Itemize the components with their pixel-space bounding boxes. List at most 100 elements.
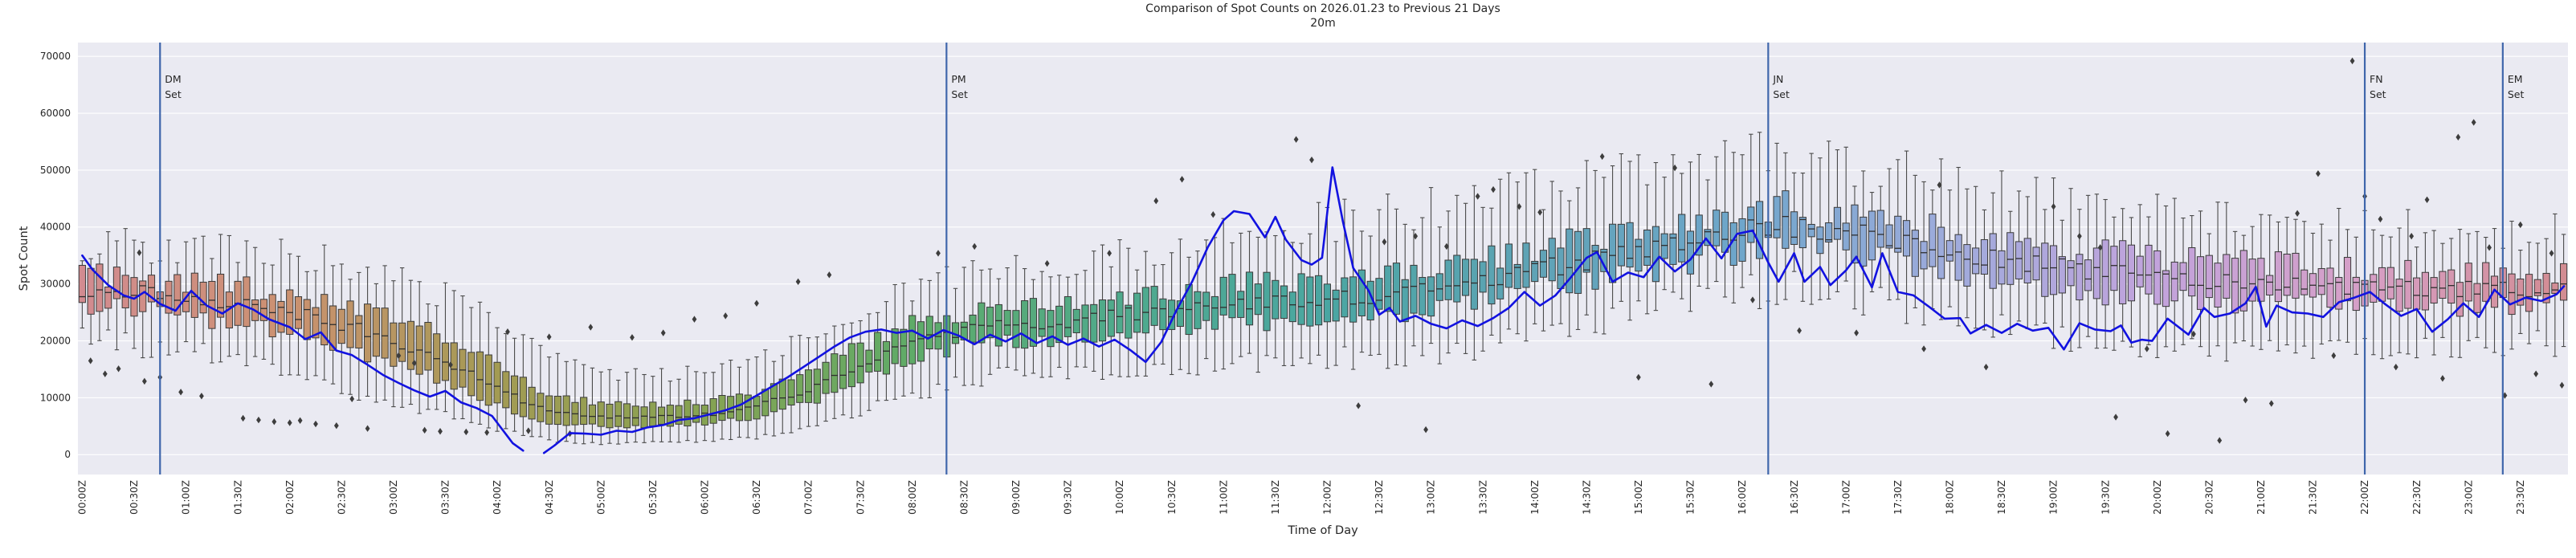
box <box>1427 276 1435 317</box>
box <box>2170 261 2178 302</box>
box <box>1860 216 1868 267</box>
box <box>1807 223 1815 238</box>
svg-text:00:30Z: 00:30Z <box>129 480 140 515</box>
box <box>882 340 891 375</box>
box <box>1254 283 1262 316</box>
box <box>87 267 95 315</box>
box <box>1341 277 1349 318</box>
svg-text:20:30Z: 20:30Z <box>2204 480 2215 515</box>
box <box>2370 274 2378 303</box>
svg-text:05:30Z: 05:30Z <box>647 480 659 515</box>
box <box>1063 295 1072 337</box>
set-line-label: JN <box>1772 73 1783 85</box>
box <box>259 299 268 321</box>
box <box>243 276 251 328</box>
svg-text:23:30Z: 23:30Z <box>2515 480 2526 515</box>
box <box>2266 275 2274 295</box>
svg-text:22:30Z: 22:30Z <box>2411 480 2423 515</box>
box <box>1470 259 1478 310</box>
box <box>2456 282 2464 317</box>
box <box>268 294 276 338</box>
svg-text:Set: Set <box>1773 88 1790 100</box>
box <box>1782 190 1790 249</box>
box <box>1954 234 1962 281</box>
box <box>2508 273 2516 316</box>
box <box>900 328 908 367</box>
box <box>199 281 207 314</box>
set-lines: DM Set PM Set JN Set FN Set EM Set <box>159 43 2524 475</box>
box <box>303 299 311 340</box>
box <box>1626 222 1634 268</box>
box <box>2196 256 2205 310</box>
svg-text:50000: 50000 <box>40 165 71 176</box>
plot-background <box>78 43 2568 475</box>
box <box>2231 258 2239 314</box>
box <box>1920 241 1928 270</box>
box <box>2041 242 2049 297</box>
box <box>1272 279 1280 320</box>
box <box>960 321 968 341</box>
box <box>874 332 882 372</box>
box <box>856 342 864 384</box>
box <box>1176 300 1184 328</box>
box <box>986 307 994 339</box>
box <box>1651 226 1659 283</box>
svg-text:12:30Z: 12:30Z <box>1374 480 1385 515</box>
box <box>1003 310 1011 336</box>
box <box>2049 245 2058 295</box>
box <box>1773 196 1781 238</box>
svg-text:70000: 70000 <box>40 51 71 62</box>
svg-text:12:00Z: 12:00Z <box>1322 480 1333 515</box>
box <box>1842 222 1850 250</box>
box <box>761 389 770 417</box>
svg-text:06:30Z: 06:30Z <box>751 480 762 515</box>
box <box>1021 300 1029 349</box>
box <box>1297 273 1305 325</box>
box <box>355 315 363 349</box>
box <box>1323 283 1331 323</box>
box <box>994 303 1002 347</box>
box <box>2153 250 2162 305</box>
box <box>1539 250 1548 278</box>
box <box>78 264 86 303</box>
box <box>839 354 847 389</box>
box <box>2084 259 2092 291</box>
svg-text:60000: 60000 <box>40 108 71 119</box>
box <box>1133 292 1141 333</box>
box <box>1116 291 1124 334</box>
box <box>2551 282 2559 294</box>
box <box>2179 262 2187 291</box>
box <box>1704 229 1712 246</box>
box <box>2283 253 2291 296</box>
svg-text:Set: Set <box>951 88 968 100</box>
box <box>1194 291 1202 329</box>
box <box>1072 308 1080 334</box>
box <box>822 361 830 394</box>
box <box>2248 259 2256 302</box>
box <box>1125 304 1133 339</box>
box <box>1263 271 1271 332</box>
box <box>1444 259 1452 300</box>
svg-text:Set: Set <box>2370 88 2386 100</box>
box <box>1081 304 1089 343</box>
box <box>1911 230 1919 277</box>
chart-title: Comparison of Spot Counts on 2026.01.23 … <box>1145 2 1500 15</box>
box <box>1833 206 1842 240</box>
box <box>217 273 225 318</box>
box <box>934 322 942 350</box>
box <box>406 320 415 370</box>
svg-text:14:00Z: 14:00Z <box>1529 480 1541 515</box>
box <box>467 352 476 397</box>
box <box>778 378 786 410</box>
box <box>1798 217 1806 249</box>
svg-text:11:00Z: 11:00Z <box>1218 480 1229 515</box>
box <box>1012 310 1020 348</box>
svg-text:14:30Z: 14:30Z <box>1582 480 1593 515</box>
svg-text:30000: 30000 <box>40 279 71 290</box>
box <box>320 294 329 346</box>
box <box>364 303 372 363</box>
box <box>1090 303 1098 343</box>
box <box>1245 271 1254 326</box>
box <box>1868 210 1876 261</box>
box <box>1548 238 1556 282</box>
